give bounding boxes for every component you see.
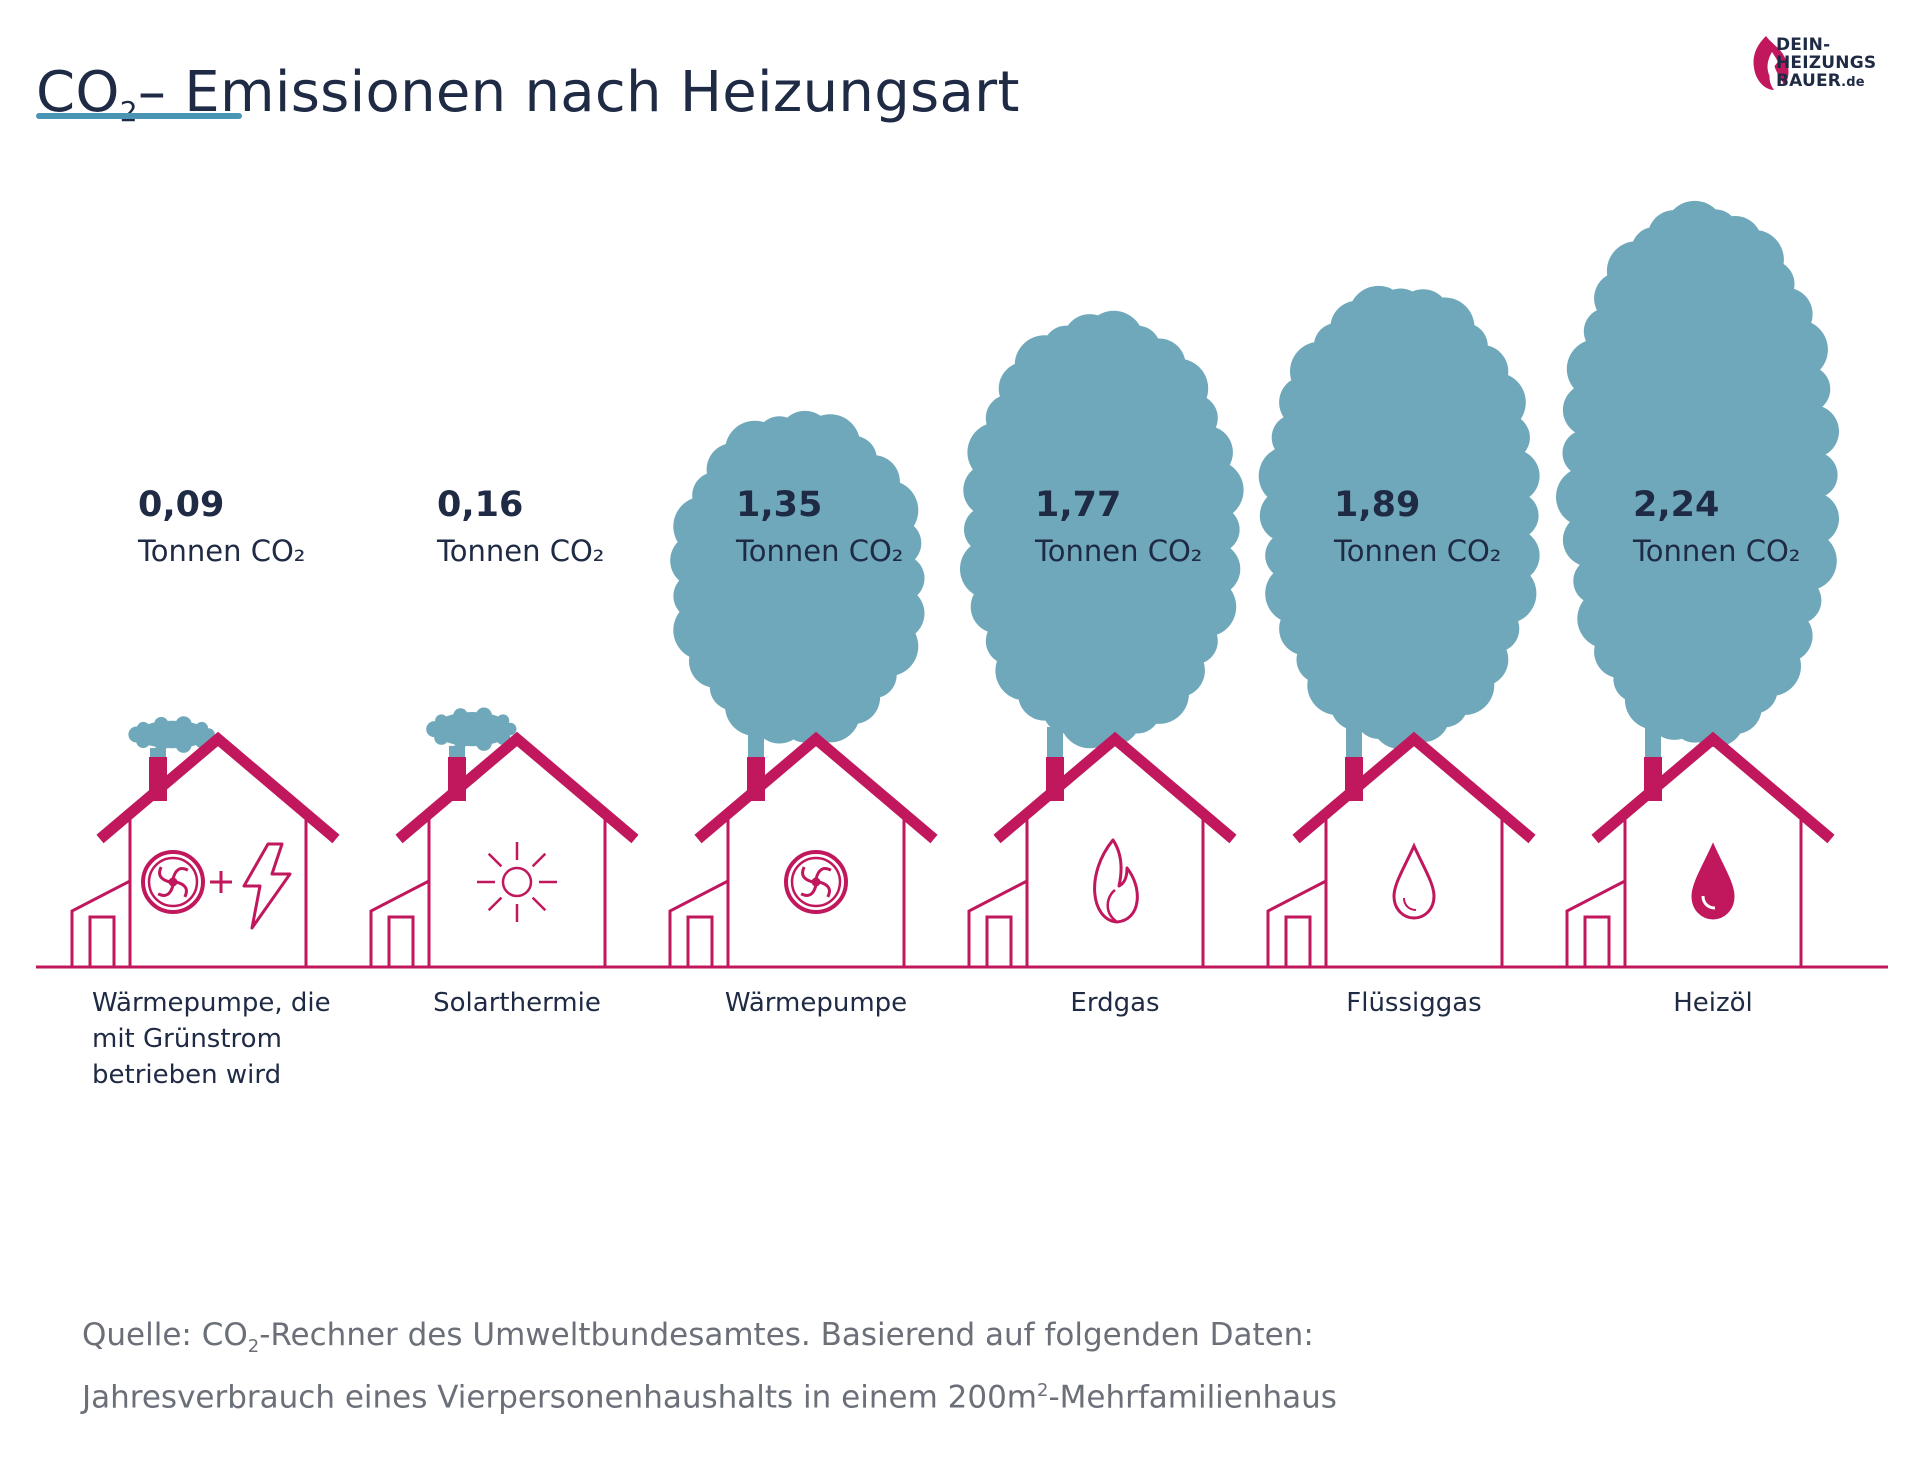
source-line2-a: Jahresverbrauch eines Vierpersonenhausha… <box>82 1379 1037 1416</box>
smoke-cloud-bar <box>128 716 215 761</box>
title-subscript: 2 <box>119 94 138 128</box>
drop-outline-icon <box>1392 842 1436 920</box>
category-label: Heizöl <box>1673 988 1753 1018</box>
source-line1-a: Quelle: CO <box>82 1317 248 1353</box>
fan-icon <box>784 850 848 914</box>
value-label: 2,24 <box>1633 485 1719 525</box>
source-line1-sub: 2 <box>247 1336 260 1358</box>
value-label: 1,77 <box>1035 485 1121 525</box>
smoke-cloud-bar <box>1258 285 1540 761</box>
house-group <box>369 707 639 967</box>
category-label: mit Grünstrom <box>92 1024 282 1054</box>
house-group <box>1258 285 1540 967</box>
house-icon <box>369 731 639 967</box>
title-underline <box>36 113 242 119</box>
house-icon <box>668 731 938 967</box>
category-label: Solarthermie <box>433 988 601 1018</box>
source-line1-b: -Rechner des Umweltbundesamtes. Basieren… <box>259 1317 1314 1353</box>
house-group <box>1556 200 1839 967</box>
category-label: Erdgas <box>1070 988 1159 1018</box>
unit-label: Tonnen CO₂ <box>1632 534 1800 568</box>
title-rest: – Emissionen nach Heizungsart <box>137 59 1020 125</box>
smoke-cloud-bar <box>1556 200 1839 761</box>
flame-icon <box>1093 838 1139 924</box>
house-group <box>960 310 1244 967</box>
drop-filled-icon <box>1691 842 1735 920</box>
house-icon <box>70 731 340 967</box>
unit-label: Tonnen CO₂ <box>436 534 604 568</box>
value-label: 0,09 <box>138 485 224 525</box>
value-label: 1,35 <box>736 485 822 525</box>
unit-label: Tonnen CO₂ <box>735 534 903 568</box>
unit-label: Tonnen CO₂ <box>137 534 305 568</box>
logo-line-3: BAUER <box>1776 71 1842 91</box>
source-line2-sup: 2 <box>1037 1380 1049 1402</box>
category-label: Flüssiggas <box>1346 988 1481 1018</box>
sun-icon <box>477 842 557 922</box>
smoke-cloud-bar <box>960 310 1244 761</box>
value-label: 1,89 <box>1334 485 1420 525</box>
smoke-cloud-bar <box>426 707 517 761</box>
logo-line-1: DEIN- <box>1776 35 1831 55</box>
unit-label: Tonnen CO₂ <box>1333 534 1501 568</box>
logo-flame-icon <box>1753 36 1789 90</box>
house-group <box>668 410 938 967</box>
category-label: Wärmepumpe, die <box>92 988 331 1018</box>
house-icon <box>1266 731 1536 967</box>
smoke-cloud-bar <box>670 410 925 761</box>
unit-label: Tonnen CO₂ <box>1034 534 1202 568</box>
source-line2-b: -Mehrfamilienhaus <box>1048 1379 1337 1416</box>
category-label: betrieben wird <box>92 1060 281 1090</box>
fan-plus-lightning-icon <box>141 842 292 930</box>
logo-suffix: .de <box>1841 75 1865 90</box>
logo-line-2: HEIZUNGS <box>1776 53 1877 73</box>
logo: DEIN- HEIZUNGS BAUER.de <box>1776 36 1876 92</box>
source-note: Quelle: CO2-Rechner des Umweltbundesamte… <box>82 1313 1337 1420</box>
page-title: CO2– Emissionen nach Heizungsart <box>36 60 1020 128</box>
house-icon <box>967 731 1237 967</box>
category-label: Wärmepumpe <box>725 988 907 1018</box>
value-label: 0,16 <box>437 485 523 525</box>
house-icon <box>1565 731 1835 967</box>
house-group <box>70 716 340 967</box>
